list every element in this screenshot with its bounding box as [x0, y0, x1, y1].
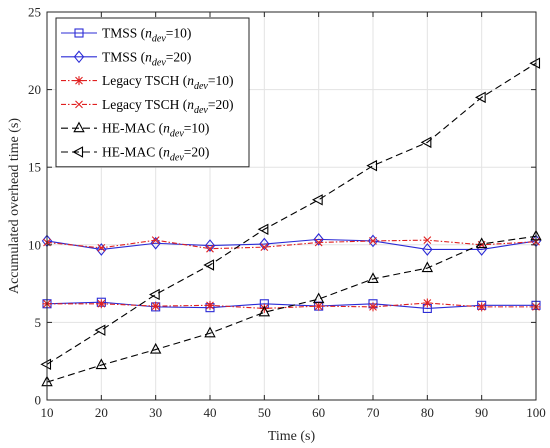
legend-entry: TMSS (ndev=20) [61, 49, 191, 68]
x-tick-label: 40 [204, 405, 217, 420]
data-point [259, 303, 269, 313]
series-4 [41, 229, 542, 387]
legend-entry: HE-MAC (ndev=10) [61, 121, 209, 140]
data-point [423, 236, 432, 245]
data-point [475, 237, 488, 249]
series-line [46, 238, 537, 251]
series-line [46, 235, 537, 383]
data-point [257, 223, 269, 235]
data-point [75, 100, 83, 109]
legend-box [55, 17, 250, 168]
x-tick-label: 60 [312, 405, 325, 420]
data-point [368, 302, 378, 312]
data-point [314, 301, 324, 311]
data-point [150, 236, 161, 250]
legend-label: HE-MAC (ndev=10) [102, 121, 209, 140]
legend-label: HE-MAC (ndev=20) [102, 145, 209, 164]
data-point [203, 259, 215, 271]
data-point [205, 300, 215, 310]
data-point [96, 299, 106, 309]
data-point [311, 194, 323, 206]
data-point [72, 146, 84, 158]
data-point [74, 28, 84, 38]
series-line [46, 62, 537, 365]
legend-label: Legacy TSCH (ndev=10) [102, 73, 233, 92]
data-point [421, 261, 434, 273]
legend-label: TMSS (ndev=20) [102, 49, 191, 68]
x-tick-label: 70 [367, 405, 380, 420]
data-point [204, 326, 216, 338]
legend-label: TMSS (ndev=10) [102, 26, 191, 45]
data-point [422, 298, 432, 308]
data-point [151, 236, 160, 245]
data-point [422, 243, 433, 256]
y-tick-label: 25 [28, 5, 41, 20]
data-point [74, 76, 84, 86]
data-point [477, 302, 487, 312]
data-point [367, 272, 379, 283]
x-tick-label: 10 [41, 405, 54, 420]
data-point [206, 244, 214, 253]
x-tick-label: 80 [421, 405, 434, 420]
series-line [46, 239, 537, 250]
data-point [260, 243, 269, 252]
x-tick-label: 50 [258, 405, 271, 420]
legend: TMSS (ndev=10) TMSS (ndev=20) Legacy TSCH … [55, 17, 250, 168]
x-tick-label: 90 [475, 405, 488, 420]
data-point [149, 342, 162, 354]
tick-layer: 10 20 30 40 50 60 70 80 90 100 0 5 10 15 20 25 [28, 5, 546, 421]
data-point [314, 238, 323, 247]
y-tick-label: 20 [28, 82, 41, 97]
data-point [94, 324, 106, 336]
legend-entry: TMSS (ndev=10) [61, 26, 191, 45]
data-point [312, 292, 325, 304]
legend-entry: Legacy TSCH (ndev=10) [61, 73, 233, 92]
data-point [204, 239, 216, 252]
data-point [40, 358, 52, 371]
y-axis-label: Accumulated overhead time (s) [7, 118, 22, 294]
x-axis-label: Time (s) [268, 429, 316, 444]
data-point [259, 237, 270, 251]
data-point [420, 136, 432, 149]
data-point [367, 234, 379, 248]
legend-entry: Legacy TSCH (ndev=20) [61, 97, 233, 116]
data-point [73, 121, 85, 133]
data-point [366, 159, 378, 172]
data-point [97, 244, 106, 252]
data-point [151, 301, 161, 311]
x-tick-label: 30 [149, 405, 162, 420]
data-point [313, 232, 324, 246]
data-point [258, 305, 271, 317]
series-3 [43, 236, 540, 253]
data-point [95, 358, 108, 370]
series-5 [40, 57, 541, 371]
y-tick-label: 0 [35, 393, 42, 408]
data-point [369, 237, 377, 245]
y-tick-label: 5 [35, 315, 42, 330]
series-line [47, 302, 536, 309]
data-point [474, 91, 486, 104]
data-point [148, 288, 160, 301]
data-point [96, 243, 107, 256]
legend-entry: HE-MAC (ndev=20) [61, 145, 209, 164]
y-tick-label: 10 [28, 237, 41, 252]
x-tick-label: 100 [526, 405, 546, 420]
x-tick-label: 20 [95, 405, 108, 420]
data-point [529, 57, 541, 69]
y-tick-label: 15 [28, 160, 41, 175]
data-point [73, 50, 85, 64]
axes-box [46, 11, 537, 401]
legend-label: Legacy TSCH (ndev=20) [102, 97, 233, 116]
